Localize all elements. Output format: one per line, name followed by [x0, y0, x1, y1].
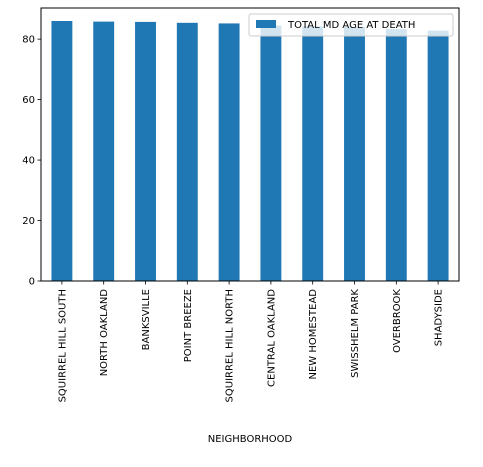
x-tick-label: SQUIRREL HILL NORTH — [225, 289, 236, 402]
plot-frame — [40, 7, 460, 282]
y-tick-label: 0 — [29, 277, 35, 288]
y-axis: 0 20 40 60 80 — [22, 35, 41, 288]
x-tick-label: BANKSVILLE — [141, 289, 152, 350]
x-tick-label: CENTRAL OAKLAND — [266, 289, 277, 387]
legend-swatch — [256, 20, 276, 28]
x-tick-label: OVERBROOK — [392, 289, 403, 353]
legend: TOTAL MD AGE AT DEATH — [248, 13, 454, 37]
legend-label: TOTAL MD AGE AT DEATH — [287, 20, 415, 31]
x-axis-title: NEIGHBORHOOD — [208, 434, 293, 445]
y-tick-label: 80 — [22, 35, 35, 46]
x-tick-label: SQUIRREL HILL SOUTH — [57, 289, 68, 402]
x-tick-label: SHADYSIDE — [434, 289, 445, 346]
bar — [51, 21, 73, 281]
bar — [302, 26, 324, 281]
bar — [176, 22, 198, 281]
x-tick-label: SWISSHELM PARK — [350, 289, 361, 378]
x-tick-label: NORTH OAKLAND — [99, 289, 110, 377]
bars-group — [51, 21, 449, 282]
y-tick-label: 60 — [22, 95, 35, 106]
bar — [135, 21, 156, 281]
bar — [427, 30, 449, 281]
y-tick-label: 20 — [22, 216, 35, 227]
y-tick-label: 40 — [22, 156, 35, 167]
bar — [93, 21, 115, 282]
x-axis: SQUIRREL HILL SOUTH NORTH OAKLAND BANKSVIL… — [57, 281, 445, 402]
bar — [260, 25, 282, 282]
bar — [218, 23, 240, 281]
legend-box — [248, 13, 454, 37]
x-tick-label: POINT BREEZE — [183, 289, 194, 362]
bar — [385, 29, 407, 281]
bar — [344, 27, 365, 282]
x-tick-label: NEW HOMESTEAD — [308, 289, 319, 380]
